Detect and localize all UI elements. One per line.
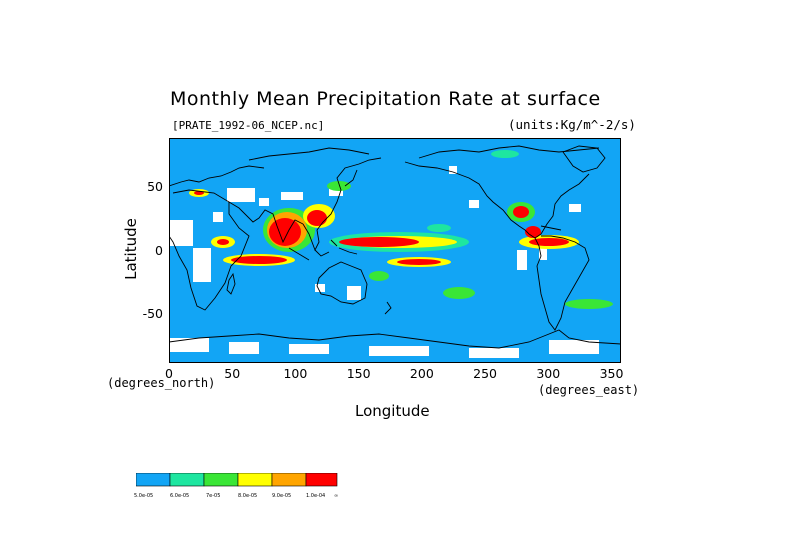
x-tick-label: 0 (165, 366, 173, 381)
coastlines (169, 145, 621, 349)
coast-east-asia (302, 157, 382, 252)
legend-label: 5.0e-05 (134, 493, 154, 499)
y-tick-label: 50 (147, 178, 163, 194)
coast-africa (169, 189, 250, 311)
missing-data-patch (449, 166, 457, 174)
x-unit-right: (degrees_east) (538, 383, 640, 397)
missing-data-patch (539, 246, 547, 260)
precip-band (397, 259, 441, 265)
missing-data-patch (549, 340, 599, 354)
precip-patches (169, 150, 613, 358)
legend-swatch (237, 472, 273, 487)
missing-data-patch (517, 250, 527, 270)
y-tick-label: -50 (142, 306, 163, 322)
legend-label: 6.0e-05 (170, 493, 190, 499)
y-tick-label: 0 (155, 242, 163, 258)
missing-data-patch (193, 248, 211, 282)
precip-band (269, 218, 301, 246)
precip-band (513, 206, 529, 218)
legend-label: 8.0e-05 (238, 493, 258, 499)
precip-band (217, 239, 229, 245)
chart-title: Monthly Mean Precipitation Rate at surfa… (170, 88, 601, 110)
missing-data-patch (213, 212, 223, 222)
legend-swatch (271, 472, 307, 487)
missing-data-patch (227, 188, 255, 202)
x-tick-label: 350 (599, 366, 624, 381)
coast-alaska-canada (418, 145, 600, 159)
x-tick-label: 150 (346, 366, 371, 381)
legend-label: 9.0e-05 (272, 493, 292, 499)
coast-greenland (562, 145, 606, 173)
precip-band (307, 210, 327, 226)
missing-data-patch (229, 342, 259, 354)
precip-band (231, 256, 287, 264)
missing-data-patch (329, 188, 343, 196)
y-axis-label: Latitude (121, 218, 140, 280)
legend-label: ∞ (334, 493, 339, 499)
legend-label: 1.0e-04 (306, 493, 326, 499)
missing-data-patch (281, 192, 303, 200)
missing-data-patch (569, 204, 581, 212)
coast-europe (169, 165, 265, 187)
missing-data-patch (369, 346, 429, 356)
coast-japan (344, 169, 358, 187)
coast-arctic (248, 147, 370, 161)
legend-swatch (169, 472, 205, 487)
missing-data-patch (315, 284, 325, 292)
precip-band (194, 191, 204, 195)
precip-band (565, 299, 613, 309)
x-tick-label: 300 (536, 366, 561, 381)
coast-caribbean (540, 225, 562, 231)
x-axis-label: Longitude (355, 402, 430, 420)
missing-data-patch (169, 338, 209, 352)
missing-data-patch (469, 200, 479, 208)
precip-band (427, 224, 451, 232)
missing-data-patch (347, 286, 361, 300)
coast-madagascar (226, 272, 236, 295)
legend-swatch (203, 472, 239, 487)
precip-band (327, 181, 351, 191)
color-legend: 5.0e-05 6.0e-05 7e-05 8.0e-05 9.0e-05 1.… (134, 472, 346, 501)
map-frame (169, 138, 621, 363)
coast-new-zealand (384, 301, 392, 315)
coast-north-america (404, 161, 590, 239)
precip-band (529, 238, 569, 246)
precipitation-map (169, 138, 621, 363)
x-tick-label: 200 (409, 366, 434, 381)
precip-band (443, 287, 475, 299)
units-label: (units:Kg/m^-2/s) (508, 117, 636, 132)
precip-band (369, 271, 389, 281)
precip-band (525, 226, 541, 238)
missing-data-patch (469, 348, 519, 358)
missing-data-patch (259, 198, 269, 206)
legend-bar (135, 472, 338, 487)
x-unit-left: (degrees_north) (107, 376, 216, 390)
precip-band (339, 237, 419, 247)
coast-arabia-india (228, 201, 304, 244)
x-tick-label: 50 (224, 366, 241, 381)
x-tick-label: 250 (473, 366, 497, 381)
missing-data-patch (289, 344, 329, 354)
coast-indonesia (288, 239, 358, 261)
legend-swatch (305, 472, 338, 487)
coast-antarctica (169, 329, 621, 349)
legend-swatch (135, 472, 171, 487)
coast-south-america (534, 235, 590, 331)
precip-band (491, 150, 519, 158)
legend-label: 7e-05 (206, 493, 221, 499)
file-label: [PRATE_1992-06_NCEP.nc] (172, 119, 325, 132)
coast-australia (316, 261, 368, 305)
x-tick-label: 100 (283, 366, 308, 381)
